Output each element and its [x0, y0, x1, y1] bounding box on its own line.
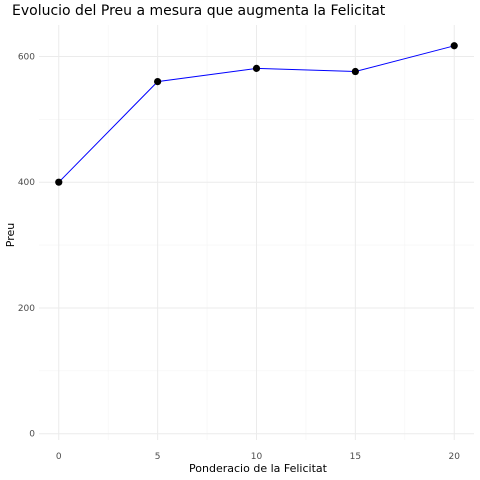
x-tick-label: 15 [350, 452, 361, 462]
data-point [55, 178, 63, 186]
x-tick-label: 0 [56, 452, 62, 462]
series-group [55, 42, 458, 186]
data-point [351, 67, 359, 76]
y-axis-title: Preu [4, 223, 17, 247]
chart-title: Evolucio del Preu a mesura que augmenta … [12, 3, 386, 19]
x-tick-label: 10 [251, 452, 263, 462]
x-axis-title: Ponderacio de la Felicitat [189, 462, 328, 475]
y-tick-labels: 0 200 400 600 [18, 52, 35, 439]
data-point [252, 64, 261, 72]
y-tick-label: 200 [18, 304, 35, 314]
x-tick-label: 20 [449, 452, 461, 462]
x-tick-labels: 0 5 10 15 20 [56, 452, 460, 462]
y-tick-label: 600 [18, 52, 35, 62]
y-tick-label: 400 [18, 178, 35, 188]
data-point [154, 77, 162, 86]
x-tick-label: 5 [155, 452, 161, 462]
data-point [450, 42, 458, 50]
gridlines [39, 25, 474, 440]
y-tick-label: 0 [29, 430, 35, 440]
